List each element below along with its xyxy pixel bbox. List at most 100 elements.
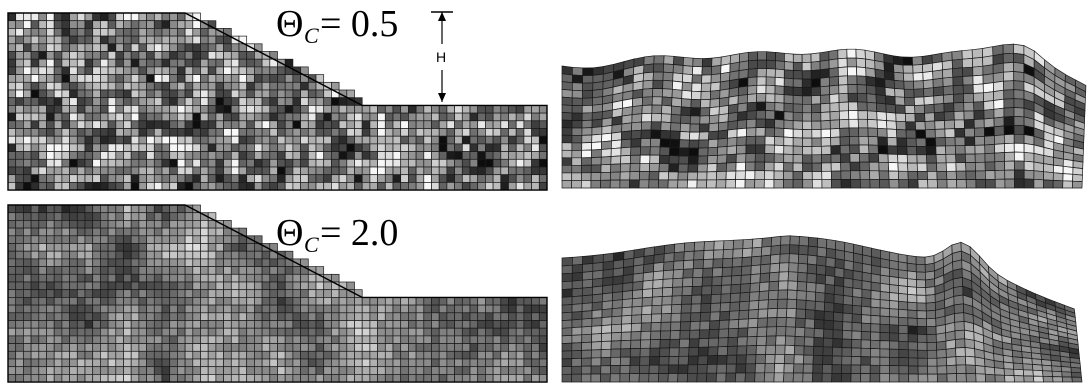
mesh-cell xyxy=(732,239,744,250)
mesh-cell xyxy=(858,135,869,146)
mesh-cell xyxy=(215,174,224,183)
mesh-cell xyxy=(61,166,70,176)
mesh-cell xyxy=(1013,52,1025,64)
mesh-cell xyxy=(1002,52,1014,64)
mesh-cell xyxy=(811,154,822,164)
mesh-cell xyxy=(146,335,155,344)
mesh-cell xyxy=(46,43,55,52)
mesh-cell xyxy=(107,235,117,244)
mesh-cell xyxy=(926,162,938,172)
mesh-cell xyxy=(400,135,409,145)
mesh-cell xyxy=(215,250,224,260)
mesh-cell xyxy=(837,66,848,77)
mesh-cell xyxy=(681,89,693,100)
mesh-cell xyxy=(523,174,532,183)
mesh-cell xyxy=(46,182,55,191)
mesh-cell xyxy=(30,297,40,306)
mesh-cell xyxy=(993,116,1005,128)
mesh-cell xyxy=(46,35,55,45)
mesh-cell xyxy=(718,104,730,116)
mesh-cell xyxy=(30,112,40,122)
mesh-cell xyxy=(523,358,532,368)
mesh-cell xyxy=(392,320,402,329)
mesh-cell xyxy=(331,97,340,106)
mesh-cell xyxy=(801,70,812,80)
mesh-cell xyxy=(38,320,47,329)
mesh-cell xyxy=(300,182,309,191)
mesh-cell xyxy=(902,64,914,74)
mesh-cell xyxy=(84,366,94,375)
mesh-cell xyxy=(354,151,363,160)
mesh-cell xyxy=(879,282,890,293)
mesh-cell xyxy=(246,374,255,383)
mesh-cell xyxy=(123,304,132,314)
mesh-cell xyxy=(346,135,355,145)
mesh-cell xyxy=(875,94,887,105)
mesh-cell xyxy=(346,343,355,352)
mesh-cell xyxy=(130,182,140,191)
mesh-cell xyxy=(717,346,729,356)
mesh-cell xyxy=(161,143,171,152)
mesh-cell xyxy=(670,304,682,314)
mesh-cell xyxy=(177,97,186,106)
mesh-cell xyxy=(438,128,448,137)
mesh-cell xyxy=(138,174,147,183)
mesh-cell xyxy=(76,335,86,344)
mesh-cell xyxy=(23,273,32,283)
mesh-cell xyxy=(523,112,532,122)
mesh-cell xyxy=(130,281,140,291)
mesh-cell xyxy=(284,151,294,160)
mesh-cell xyxy=(230,66,240,75)
mesh-cell xyxy=(346,327,355,337)
mesh-cell xyxy=(461,327,471,337)
mesh-cell xyxy=(153,35,163,45)
mesh-cell xyxy=(107,135,117,145)
mesh-cell xyxy=(492,366,502,375)
mesh-cell xyxy=(561,327,573,337)
mesh-cell xyxy=(261,366,271,375)
mesh-cell xyxy=(829,110,840,121)
mesh-cell xyxy=(639,146,651,156)
mesh-cell xyxy=(963,119,975,129)
mesh-cell xyxy=(138,28,147,37)
mesh-cell xyxy=(927,373,938,383)
mesh-cell xyxy=(169,158,178,168)
mesh-cell xyxy=(916,146,927,156)
mesh-cell xyxy=(868,144,879,155)
mesh-cell xyxy=(1023,169,1035,180)
mesh-cell xyxy=(138,89,147,99)
mesh-cell xyxy=(184,289,194,298)
mesh-cell xyxy=(774,127,785,138)
mesh-cell xyxy=(146,51,155,60)
mesh-cell xyxy=(643,63,655,74)
mesh-cell xyxy=(23,112,32,122)
mesh-cell xyxy=(292,312,301,321)
mesh-cell xyxy=(500,120,509,129)
mesh-cell xyxy=(1023,160,1035,172)
mesh-cell xyxy=(561,373,573,383)
mesh-cell xyxy=(292,374,301,383)
mesh-cell xyxy=(130,28,140,37)
mesh-cell xyxy=(601,140,612,150)
mesh-cell xyxy=(307,304,317,314)
mesh-cell xyxy=(745,135,757,146)
mesh-cell xyxy=(192,227,201,237)
slope-outline xyxy=(7,12,548,191)
mesh-cell xyxy=(661,104,672,115)
mesh-cell xyxy=(811,103,822,114)
mesh-cell xyxy=(84,143,94,152)
mesh-cell xyxy=(84,12,94,22)
mesh-cell xyxy=(46,58,55,68)
mesh-cell xyxy=(76,128,86,137)
mesh-cell xyxy=(107,250,117,260)
mesh-cell xyxy=(115,66,124,75)
mesh-cell xyxy=(698,131,710,141)
mesh-cell xyxy=(744,178,756,189)
mesh-cell xyxy=(400,128,409,137)
mesh-cell xyxy=(192,97,201,106)
mesh-cell xyxy=(859,170,871,180)
mesh-cell xyxy=(115,28,124,37)
mesh-cell xyxy=(315,366,325,375)
mesh-cell xyxy=(207,28,217,37)
mesh-cell xyxy=(469,135,479,145)
